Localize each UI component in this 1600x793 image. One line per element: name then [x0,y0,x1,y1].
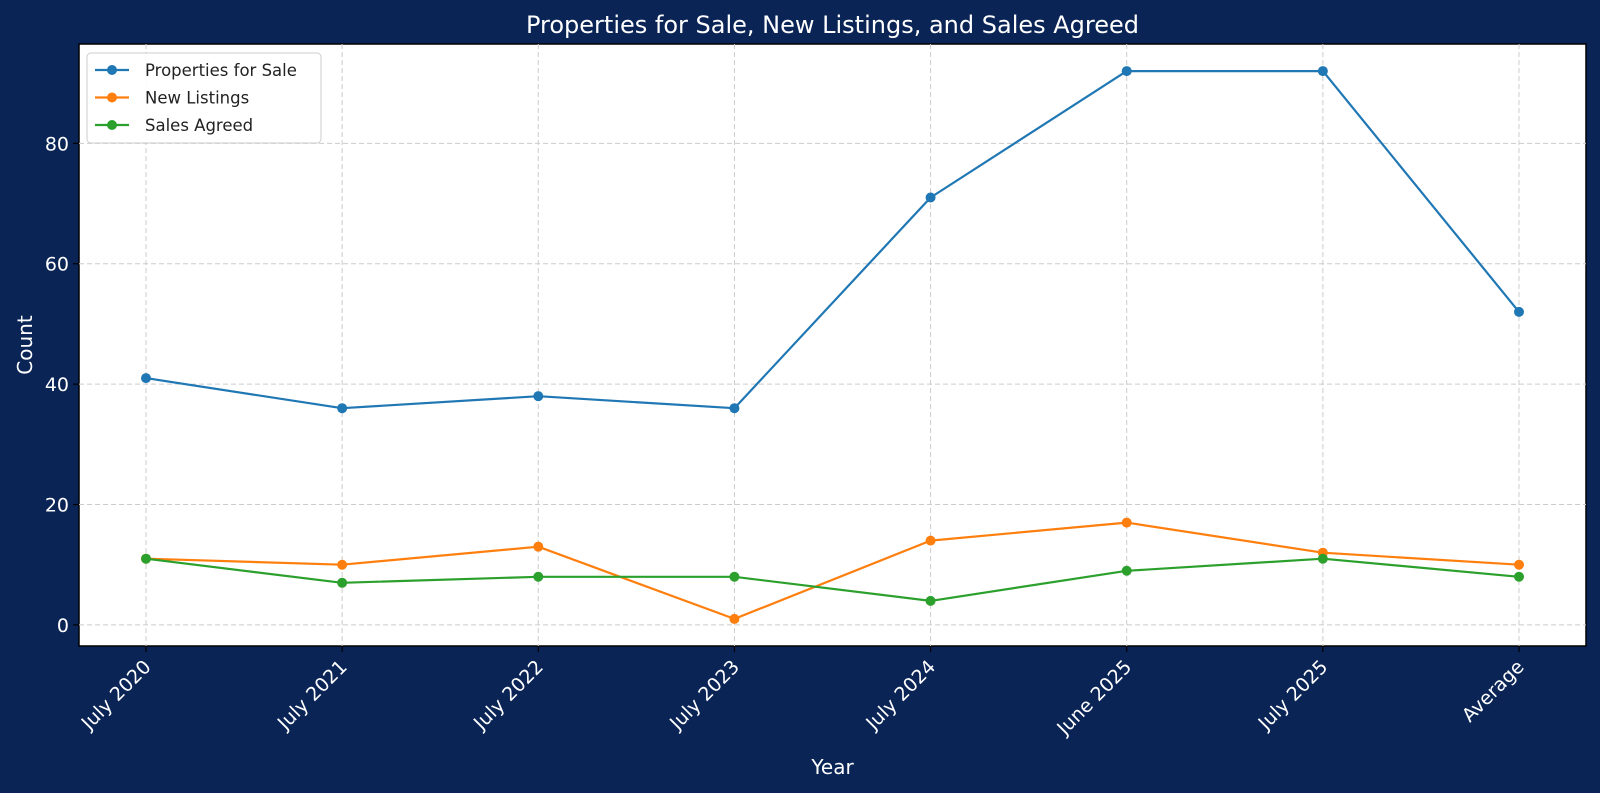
x-tick-label: June 2025 [1052,656,1136,740]
x-tick-label: July 2024 [861,656,940,735]
x-tick-label: July 2021 [273,656,352,735]
x-tick-label: July 2022 [469,656,548,735]
x-tick-label: July 2020 [77,656,156,735]
y-tick-label: 60 [45,254,69,276]
data-point [1317,66,1328,77]
legend-item: Properties for Sale [95,61,297,80]
data-point [533,391,544,402]
data-point [1121,517,1132,528]
legend-box [86,52,322,144]
legend-marker [107,92,117,103]
data-point [337,559,348,570]
data-point [1121,66,1132,77]
data-point [925,535,936,546]
data-point [1514,571,1524,582]
data-point [729,613,740,624]
legend-label: Properties for Sale [145,61,297,80]
legend: Properties for Sale New Listings Sales Agr… [86,52,322,144]
data-point [141,373,151,384]
data-point [141,553,151,564]
series-lines [141,66,1524,624]
x-tick-label: Average [1458,656,1529,727]
legend-marker [107,120,117,130]
y-tick-label: 20 [45,495,69,517]
y-tick-label: 0 [57,615,69,637]
data-point [925,595,936,606]
data-point [337,577,348,588]
x-axis-label: Year [810,755,854,779]
y-tick-label: 80 [45,133,69,155]
series-line-new-listings [145,521,1520,621]
y-tick-label: 40 [45,374,69,396]
y-axis-label: Count [13,315,37,375]
data-point [1317,553,1328,564]
data-point [533,541,544,552]
series-sales-agreed [141,553,1524,606]
legend-item: New Listings [95,89,249,108]
legend-marker [107,65,117,75]
x-tick-label: July 2023 [665,656,744,735]
data-point [533,571,544,582]
grid-lines [79,44,1586,646]
series-properties-for-sale [141,66,1524,414]
data-point [729,403,740,414]
data-point [925,192,936,203]
data-point [729,571,740,582]
series-line-sales-agreed [145,557,1520,603]
data-point [1514,559,1524,570]
series-line-properties-for-sale [145,69,1520,410]
plot-area [78,43,1587,647]
chart-title: Properties for Sale, New Listings, and S… [526,11,1139,39]
legend-label: New Listings [145,89,249,108]
data-point [1514,306,1524,317]
legend-label: Sales Agreed [145,116,253,135]
legend-item: Sales Agreed [95,116,253,135]
data-point [1121,565,1132,576]
x-tick-label: July 2025 [1254,656,1333,735]
data-point [337,403,348,414]
